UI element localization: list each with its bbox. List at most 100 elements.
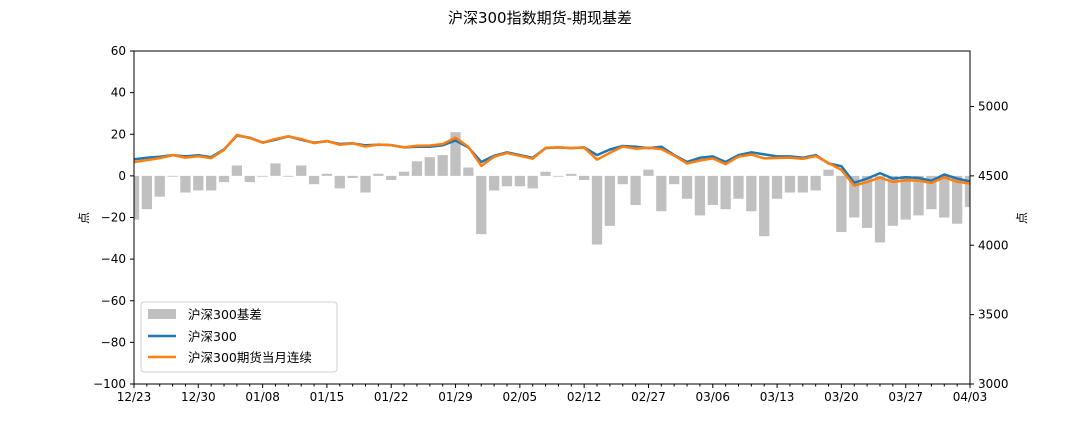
basis-bar bbox=[926, 175, 937, 210]
basis-bar bbox=[360, 175, 371, 193]
basis-bar bbox=[141, 175, 153, 210]
legend: 沪深300基差 沪深300 沪深300期货当月连续 bbox=[140, 301, 338, 373]
x-tick-label: 12/30 bbox=[181, 390, 216, 404]
basis-bar bbox=[939, 175, 950, 218]
x-tick-label: 03/20 bbox=[824, 390, 859, 404]
basis-bar bbox=[476, 175, 487, 235]
x-axis: 12/23 12/30 01/08 01/15 01/22 01/29 02/05 02/12… bbox=[117, 384, 987, 404]
basis-bar bbox=[270, 163, 281, 176]
basis-bar bbox=[681, 175, 693, 199]
legend-label-futures: 沪深300期货当月连续 bbox=[188, 350, 312, 365]
basis-bar bbox=[964, 175, 970, 208]
futures-line bbox=[134, 133, 970, 187]
left-y-tick-label: −60 bbox=[101, 294, 126, 308]
basis-bar bbox=[283, 175, 294, 177]
basis-bar bbox=[553, 175, 564, 177]
left-y-tick-label: −40 bbox=[101, 252, 126, 266]
basis-bar bbox=[334, 175, 345, 189]
basis-bar bbox=[463, 167, 474, 176]
basis-bar bbox=[488, 175, 500, 191]
legend-label-index: 沪深300 bbox=[188, 329, 237, 344]
basis-bar bbox=[810, 175, 821, 191]
basis-bar bbox=[874, 175, 886, 243]
basis-bar bbox=[180, 175, 191, 193]
x-tick-label: 01/22 bbox=[374, 390, 409, 404]
basis-bar bbox=[900, 175, 911, 220]
basis-bar bbox=[424, 157, 435, 176]
basis-bar bbox=[733, 175, 744, 199]
right-y-tick-label: 4500 bbox=[978, 169, 1009, 183]
x-tick-label: 03/27 bbox=[888, 390, 923, 404]
basis-bar bbox=[154, 175, 165, 197]
right-y-tick-label: 3000 bbox=[978, 377, 1009, 391]
x-tick-label: 03/06 bbox=[695, 390, 730, 404]
basis-bar bbox=[257, 175, 268, 177]
basis-bar bbox=[591, 175, 603, 245]
left-y-tick-label: 20 bbox=[111, 127, 126, 141]
basis-bar bbox=[566, 173, 577, 176]
x-tick-label: 02/27 bbox=[631, 390, 666, 404]
basis-bar bbox=[167, 175, 178, 177]
basis-bar bbox=[951, 175, 963, 224]
basis-bar bbox=[231, 165, 243, 176]
right-y-tick-label: 4000 bbox=[978, 238, 1009, 252]
basis-bar bbox=[579, 175, 590, 181]
x-tick-label: 12/23 bbox=[117, 390, 152, 404]
basis-bar bbox=[656, 175, 667, 212]
basis-bar bbox=[437, 155, 448, 176]
x-tick-label: 01/29 bbox=[438, 390, 473, 404]
basis-bar bbox=[308, 175, 320, 185]
left-y-tick-label: −100 bbox=[93, 377, 126, 391]
basis-bar bbox=[669, 175, 680, 185]
basis-bar bbox=[617, 175, 628, 185]
basis-bar bbox=[540, 171, 551, 176]
series-lines bbox=[134, 133, 970, 187]
left-y-tick-label: −80 bbox=[101, 335, 126, 349]
basis-bar bbox=[398, 171, 410, 176]
chart-title: 沪深300指数期货-期现基差 bbox=[448, 9, 632, 27]
left-y-tick-label: 40 bbox=[111, 86, 126, 100]
basis-bar bbox=[849, 175, 860, 218]
basis-bar bbox=[373, 173, 384, 176]
basis-bar bbox=[771, 175, 783, 199]
left-y-tick-label: 0 bbox=[118, 169, 126, 183]
basis-bar bbox=[501, 175, 513, 187]
basis-bar bbox=[321, 173, 333, 176]
basis-bar bbox=[797, 175, 808, 193]
basis-bar bbox=[411, 161, 423, 176]
basis-bar bbox=[861, 175, 873, 228]
basis-bar bbox=[720, 175, 731, 210]
basis-bar bbox=[218, 175, 230, 183]
legend-swatch-basis bbox=[148, 309, 176, 319]
basis-bar bbox=[836, 175, 847, 233]
basis-bar bbox=[450, 132, 461, 176]
right-y-tick-label: 5000 bbox=[978, 100, 1009, 114]
x-tick-label: 03/13 bbox=[760, 390, 795, 404]
basis-bar bbox=[643, 169, 654, 176]
right-y-axis-label: 点 bbox=[1015, 212, 1029, 224]
right-y-axis: 5000 4500 4000 3500 3000 bbox=[970, 100, 1009, 391]
basis-bar bbox=[206, 175, 217, 191]
basis-bar bbox=[746, 175, 757, 212]
basis-bar bbox=[630, 175, 641, 206]
basis-bars bbox=[134, 132, 970, 245]
left-y-tick-label: 60 bbox=[111, 44, 126, 58]
legend-box bbox=[140, 301, 338, 373]
left-y-axis-label: 点 bbox=[77, 212, 91, 224]
basis-bar bbox=[694, 175, 706, 216]
left-y-tick-label: −20 bbox=[101, 211, 126, 225]
basis-bar bbox=[759, 175, 770, 237]
basis-bar bbox=[604, 175, 616, 226]
x-tick-label: 01/08 bbox=[245, 390, 280, 404]
basis-bar bbox=[784, 175, 796, 193]
basis-bar bbox=[527, 175, 538, 189]
legend-label-basis: 沪深300基差 bbox=[188, 307, 262, 322]
basis-bar bbox=[244, 175, 255, 183]
basis-bar bbox=[193, 175, 204, 191]
basis-bar bbox=[296, 165, 307, 176]
x-tick-label: 01/15 bbox=[310, 390, 345, 404]
basis-bar bbox=[913, 175, 924, 216]
right-y-tick-label: 3500 bbox=[978, 308, 1009, 322]
x-tick-label: 02/12 bbox=[567, 390, 602, 404]
